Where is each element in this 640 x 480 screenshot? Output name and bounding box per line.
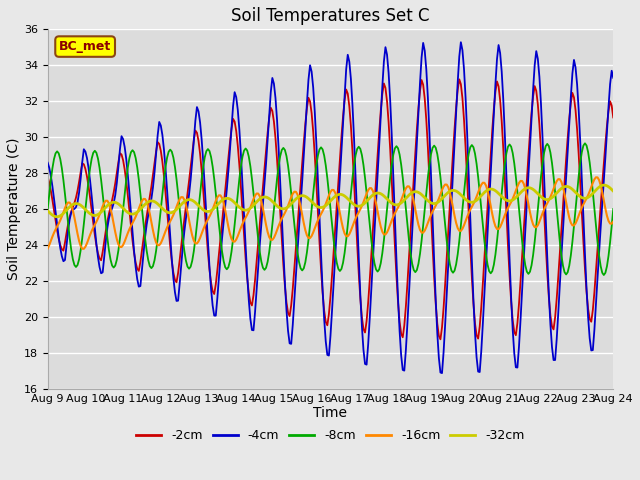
Title: Soil Temperatures Set C: Soil Temperatures Set C bbox=[231, 7, 429, 25]
X-axis label: Time: Time bbox=[314, 407, 348, 420]
Y-axis label: Soil Temperature (C): Soil Temperature (C) bbox=[7, 138, 21, 280]
Legend: -2cm, -4cm, -8cm, -16cm, -32cm: -2cm, -4cm, -8cm, -16cm, -32cm bbox=[131, 424, 530, 447]
Text: BC_met: BC_met bbox=[59, 40, 111, 53]
